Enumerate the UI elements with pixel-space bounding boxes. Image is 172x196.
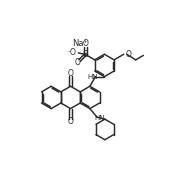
- Text: O: O: [125, 50, 131, 59]
- Text: O: O: [68, 69, 73, 78]
- Text: HN: HN: [87, 74, 98, 80]
- Text: O: O: [83, 39, 88, 48]
- Text: O: O: [74, 58, 80, 67]
- Text: Na⁺: Na⁺: [72, 39, 88, 48]
- Text: ⁻O: ⁻O: [66, 48, 76, 57]
- Text: S: S: [83, 50, 88, 59]
- Text: O: O: [68, 117, 73, 126]
- Text: HN: HN: [95, 115, 105, 121]
